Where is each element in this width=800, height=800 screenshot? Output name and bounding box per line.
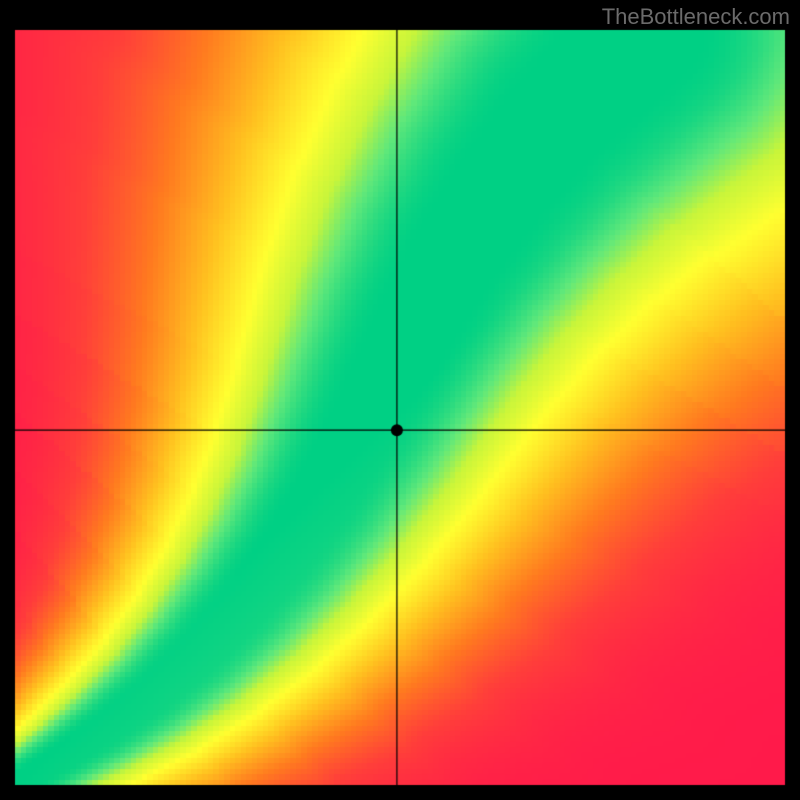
watermark-label: TheBottleneck.com bbox=[602, 4, 790, 30]
chart-container: TheBottleneck.com bbox=[0, 0, 800, 800]
heatmap-canvas bbox=[0, 0, 800, 800]
